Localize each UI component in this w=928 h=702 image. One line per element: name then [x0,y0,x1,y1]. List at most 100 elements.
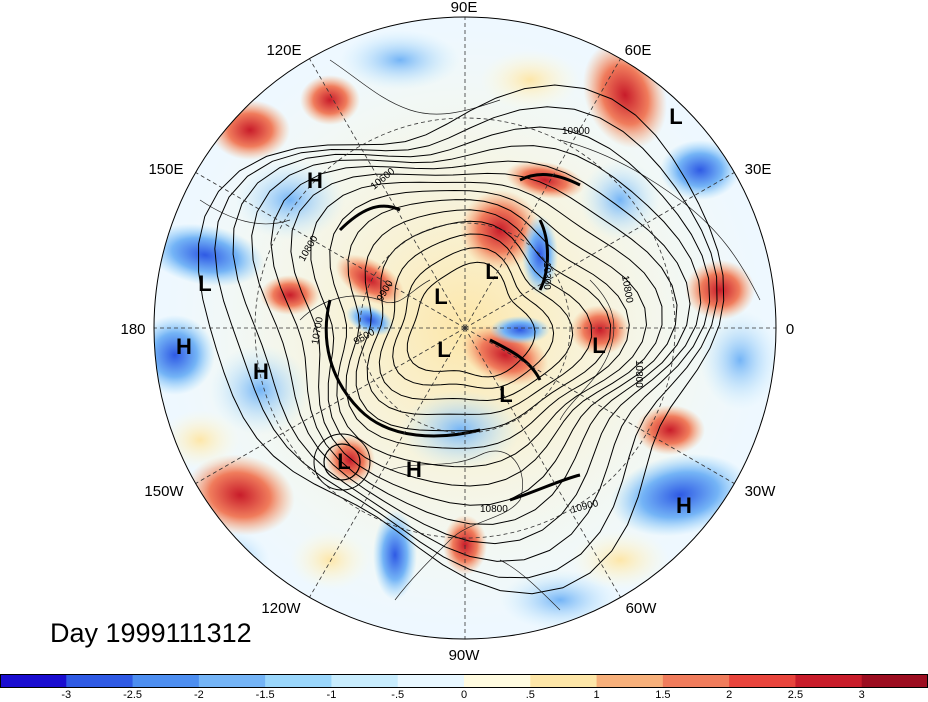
coastline [329,59,501,115]
contour-label: 10900 [562,126,590,137]
coastline [299,279,431,321]
lon-label-60e: 60E [625,42,652,59]
colorbar-cell [464,674,531,688]
colorbar-tick: -3 [61,689,72,701]
height-contour [378,233,574,402]
lon-label-0: 0 [786,321,794,338]
anomaly-blob [460,190,540,270]
colorbar-tick: 3 [858,689,865,701]
lon-label-150e: 150E [148,161,183,178]
wind-contour [338,204,401,232]
height-contour [290,172,678,506]
wind-contour [538,219,549,291]
pressure-system-labels: L H L H H L L L L L L H H [176,104,692,518]
lon-label-30w: 30W [745,483,777,500]
height-contour [251,145,702,545]
colorbar-tick: -2.5 [123,689,143,701]
colorbar-cell [198,674,266,688]
low-marker: L [434,284,447,309]
meridian [309,58,466,329]
wind-contour [324,299,481,438]
height-contour [313,433,371,491]
low-marker: L [499,382,512,407]
low-marker: L [437,337,450,362]
meridian [195,327,466,484]
anomaly-blob [400,390,520,470]
height-contour [345,199,630,449]
height-contour [323,443,361,481]
anomaly-blob [490,316,550,344]
lon-label-90e: 90E [451,0,478,16]
lon-label-150w: 150W [144,483,184,500]
contour-label: 10700 [310,316,326,346]
coastline [199,199,291,225]
colorbar-cell [66,674,134,688]
anomaly-blob [700,310,776,410]
colorbar-cell [530,674,598,688]
anomaly-blob [685,260,755,320]
colorbar-cell [132,674,200,688]
wind-contour [509,473,581,502]
colorbar-tick: -1.5 [255,689,275,701]
colorbar-tick: -1 [326,689,337,701]
meridian [309,327,466,598]
colorbar [0,674,928,688]
height-contour [198,84,725,595]
contour-label: 10800 [619,275,635,305]
colorbar-cell [596,674,664,688]
anomaly-blob [570,305,630,355]
low-marker: L [669,104,682,129]
anomaly-field [154,17,776,639]
anomaly-blob [522,215,558,295]
colorbar-tick-labels: -3 -2.5 -2 -1.5 -1 -.5 0 .5 1 1.5 2 2.5 3 [0,689,928,702]
high-marker: H [253,359,269,384]
height-contour [329,189,648,468]
colorbar-cell [861,674,928,688]
lon-label-90w: 90W [449,647,481,664]
anomaly-blob [160,410,240,470]
colorbar-tick: 1 [593,689,600,701]
anomaly-blob [335,254,405,306]
height-contour [214,106,718,579]
anomaly-blob [373,510,417,600]
colorbar-tick: 2.5 [787,689,804,701]
anomaly-blob [505,160,585,200]
wind-contour [519,173,581,187]
wind-contour [489,338,542,381]
day-label: Day 1999111312 [50,618,252,648]
lon-label-120w: 120W [261,600,301,617]
lon-label-180: 180 [120,321,145,338]
low-marker: L [337,449,350,474]
height-contour [392,247,555,389]
low-marker: L [592,333,605,358]
contour-label: 10300 [541,262,552,290]
coastline [559,139,761,301]
coastline [389,450,523,601]
map-boundary [153,16,777,640]
meridian [464,327,621,598]
colorbar-cell [662,674,730,688]
meridian [195,172,466,329]
colorbar-cell [265,674,332,688]
colorbar-tick: 0 [460,689,468,701]
anomaly-blob [570,530,670,590]
colorbar-cell [397,674,465,688]
low-marker: L [198,271,211,296]
colorbar-cell [331,674,399,688]
anomaly-blob [300,75,360,125]
anomaly-blob [260,275,320,315]
colorbar-tick: 2 [726,689,733,701]
colorbar-cell [795,674,863,688]
height-contour [310,181,663,487]
colorbar-cell [729,674,796,688]
anomaly-blob [154,315,215,395]
colorbar-tick: -2 [193,689,204,701]
anomaly-blob [340,30,460,90]
lon-label-30e: 30E [745,161,772,178]
lon-label-120e: 120E [266,42,301,59]
coastlines [199,59,761,611]
height-contour [355,209,612,432]
contour-label: 10800 [480,504,508,515]
height-contour [406,261,536,378]
high-marker: H [676,493,692,518]
